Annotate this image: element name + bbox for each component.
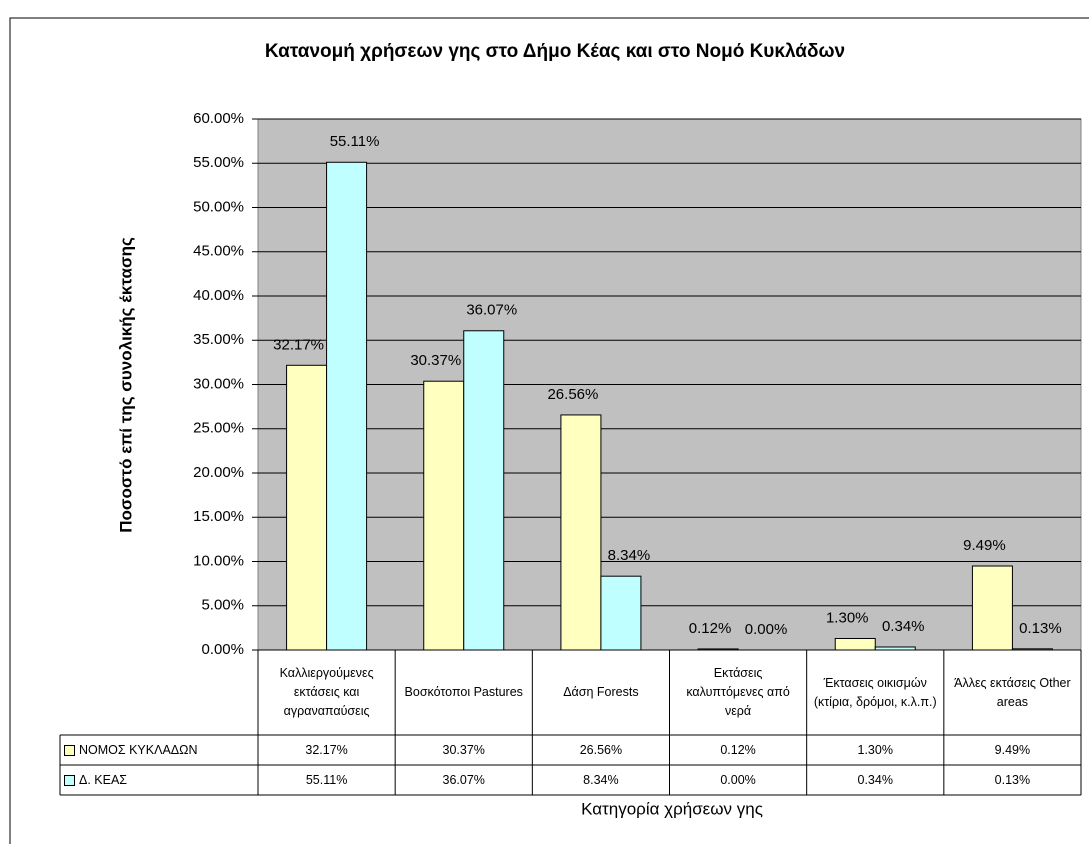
bar: [971, 565, 1013, 651]
bar: [1011, 648, 1053, 651]
category-label: Έκτασεις οικισμών (κτίρια, δρόμοι, κ.λ.π…: [813, 675, 937, 709]
value-label: 0.13%: [1019, 620, 1062, 637]
category-label: Δάση Forests: [563, 685, 639, 699]
table-value: 1.30%: [857, 742, 893, 757]
table-value: 8.34%: [583, 772, 619, 787]
bar: [600, 575, 642, 651]
y-tick-label: 10.00%: [193, 552, 244, 569]
bar: [463, 330, 505, 651]
y-tick-label: 50.00%: [193, 198, 244, 215]
bar: [874, 646, 916, 651]
table-value: 32.17%: [305, 742, 348, 757]
y-tick-label: 30.00%: [193, 375, 244, 392]
y-axis-label: Ποσοστό επί της συνολικής έκτασης: [116, 237, 135, 533]
y-tick-label: 20.00%: [193, 464, 244, 481]
category-label: Καλλιεργούμενες εκτάσεις και αγραναπαύσε…: [279, 666, 374, 718]
legend-label: Δ. ΚΕΑΣ: [79, 772, 128, 787]
table-value: 36.07%: [442, 772, 485, 787]
value-label: 26.56%: [547, 386, 598, 403]
bar: [697, 648, 739, 651]
category-label: Άλλες εκτάσεις Other areas: [954, 675, 1071, 709]
y-tick-label: 25.00%: [193, 420, 244, 437]
table-value: 0.13%: [994, 772, 1031, 787]
value-label: 36.07%: [466, 302, 517, 319]
value-label: 0.12%: [689, 620, 732, 637]
table-value: 9.49%: [994, 742, 1031, 757]
value-label: 0.34%: [882, 618, 925, 635]
chart-title: Κατανομή χρήσεων γης στο Δήμο Κέας και σ…: [265, 41, 845, 62]
value-label: 30.37%: [410, 352, 461, 369]
value-label: 9.49%: [963, 537, 1006, 554]
y-tick-label: 45.00%: [193, 243, 244, 260]
bar: [286, 364, 328, 651]
legend-label: ΝΟΜΟΣ ΚΥΚΛΑΔΩΝ: [79, 742, 198, 757]
y-tick-label: 5.00%: [201, 597, 244, 614]
value-label: 0.00%: [745, 621, 788, 638]
table-value: 0.00%: [720, 772, 756, 787]
y-tick-label: 35.00%: [193, 331, 244, 348]
table-value: 0.12%: [720, 742, 756, 757]
y-tick-label: 55.00%: [193, 154, 244, 171]
y-tick-label: 15.00%: [193, 508, 244, 525]
table-value: 26.56%: [579, 742, 623, 757]
table-value: 30.37%: [442, 742, 485, 757]
value-label: 32.17%: [273, 336, 324, 353]
table-value: 55.11%: [305, 772, 348, 787]
x-axis-label: Κατηγορία χρήσεων γης: [581, 799, 763, 818]
legend-entry: Δ. ΚΕΑΣ: [60, 765, 258, 795]
bar: [560, 414, 602, 651]
legend-entry: ΝΟΜΟΣ ΚΥΚΛΑΔΩΝ: [60, 735, 258, 765]
bar: [834, 637, 876, 651]
y-tick-label: 60.00%: [193, 110, 244, 127]
table-value: 0.34%: [857, 772, 893, 787]
category-label: Εκτάσεις καλυπτόμενες από νερά: [686, 666, 790, 718]
legend-key: [64, 774, 75, 786]
category-label: Βοσκότοποι Pastures: [404, 685, 523, 699]
value-label: 1.30%: [826, 609, 869, 626]
y-tick-label: 0.00%: [201, 641, 244, 658]
bar: [423, 380, 465, 651]
y-tick-label: 40.00%: [193, 287, 244, 304]
value-label: 8.34%: [608, 547, 651, 564]
legend-key: [64, 744, 75, 756]
value-label: 55.11%: [330, 133, 380, 150]
bar: [326, 161, 368, 651]
